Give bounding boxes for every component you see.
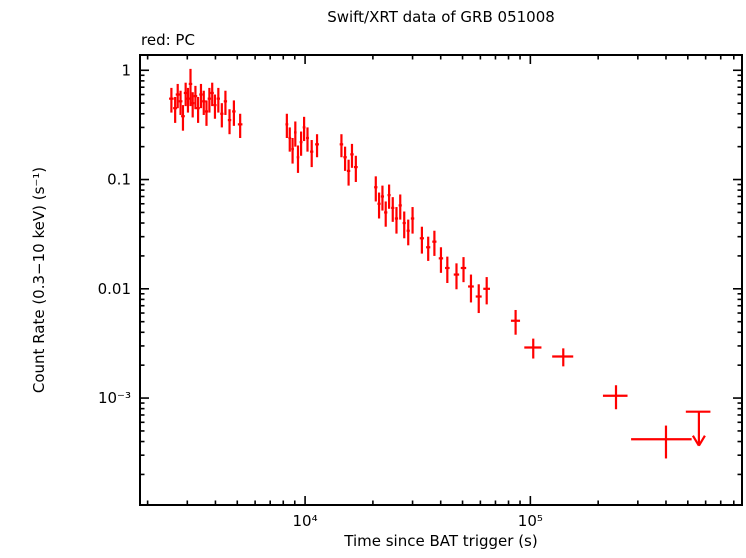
x-tick-label: 10⁵: [518, 512, 543, 530]
data-point-error-bars: [173, 96, 178, 123]
data-point-error-bars: [394, 207, 399, 234]
data-point-error-bars: [291, 137, 294, 164]
data-point-error-bars: [377, 192, 381, 219]
data-point-error-bars: [294, 121, 297, 147]
data-point-error-bars: [306, 127, 309, 152]
data-point-error-bars: [227, 109, 232, 135]
data-point-error-bars: [453, 263, 460, 290]
y-tick-label: 0.01: [98, 280, 131, 298]
data-point-error-bars: [223, 90, 228, 115]
data-point-error-bars: [296, 145, 300, 173]
data-point-error-bars: [631, 425, 692, 459]
data-point-error-bars: [181, 105, 185, 131]
y-tick-label: 10⁻³: [98, 389, 131, 407]
data-point-error-bars: [387, 184, 391, 209]
data-point-error-bars: [353, 155, 358, 182]
data-point-error-bars: [350, 143, 354, 168]
data-point-error-bars: [237, 113, 243, 138]
data-point-error-bars: [483, 277, 490, 305]
data-point-error-bars: [339, 134, 344, 158]
data-point-error-bars: [552, 348, 574, 367]
data-point-error-bars: [175, 83, 180, 109]
data-point-error-bars: [202, 90, 206, 115]
data-point-error-bars: [475, 284, 482, 314]
data-point-error-bars: [343, 146, 347, 171]
data-point-error-bars: [402, 211, 406, 239]
data-point-error-bars: [213, 94, 217, 119]
data-point-error-bars: [199, 83, 203, 109]
data-point-error-bars: [193, 85, 198, 110]
data-point-error-bars: [190, 92, 195, 118]
data-point-error-bars: [445, 256, 450, 283]
data-point-error-bars: [210, 82, 214, 107]
data-point-error-bars: [384, 201, 388, 227]
data-point-error-bars: [374, 176, 378, 202]
data-point-error-bars: [220, 103, 224, 128]
data-point-error-bars: [178, 90, 183, 115]
data-point-error-bars: [204, 100, 209, 126]
data-point-error-bars: [510, 309, 521, 335]
data-point-error-bars: [391, 197, 395, 222]
data-point-error-bars: [169, 87, 174, 113]
mode-annotation-red-pc: red: PC: [141, 31, 195, 49]
data-point-error-bars: [207, 87, 212, 113]
data-point-error-bars: [346, 159, 351, 186]
y-tick-label: 1: [121, 61, 131, 79]
data-point-error-bars: [602, 385, 628, 410]
data-point-error-bars: [438, 247, 444, 273]
x-tick-label: 10⁴: [293, 512, 318, 530]
data-point-error-bars: [426, 236, 431, 261]
y-tick-label: 0.1: [107, 171, 131, 189]
data-point-error-bars: [432, 230, 437, 256]
data-point-error-bars: [302, 116, 306, 142]
data-point-error-bars: [310, 140, 314, 168]
data-point-error-bars: [299, 131, 303, 156]
data-point-error-bars: [196, 96, 200, 123]
data-point-error-bars: [524, 338, 542, 359]
axis-ticks: [140, 55, 742, 505]
data-point-error-bars: [398, 194, 402, 220]
data-point-error-bars: [186, 87, 190, 113]
data-point-error-bars: [216, 87, 220, 113]
data-point-error-bars: [460, 257, 467, 283]
data-point-error-bars: [285, 113, 289, 138]
data-point-error-bars: [232, 100, 236, 126]
x-axis-label: Time since BAT trigger (s): [343, 532, 537, 550]
data-point-error-bars: [380, 185, 385, 211]
series-pc: [169, 68, 711, 459]
data-point-error-bars: [188, 68, 193, 107]
data-point-error-bars: [468, 274, 474, 303]
data-point-error-bars: [315, 134, 319, 158]
y-axis-label: Count Rate (0.3−10 keV) (s⁻¹): [30, 167, 48, 393]
data-point-error-bars: [419, 226, 424, 254]
data-point-error-bars: [406, 219, 410, 246]
chart-title: Swift/XRT data of GRB 051008: [327, 8, 555, 26]
data-point-error-bars: [410, 207, 415, 234]
upper-limit-arrow: [685, 410, 711, 447]
data-point-error-bars: [288, 127, 292, 152]
tick-labels: 10⁴ 10⁵ 1 0.1 0.01 10⁻³: [98, 61, 543, 530]
